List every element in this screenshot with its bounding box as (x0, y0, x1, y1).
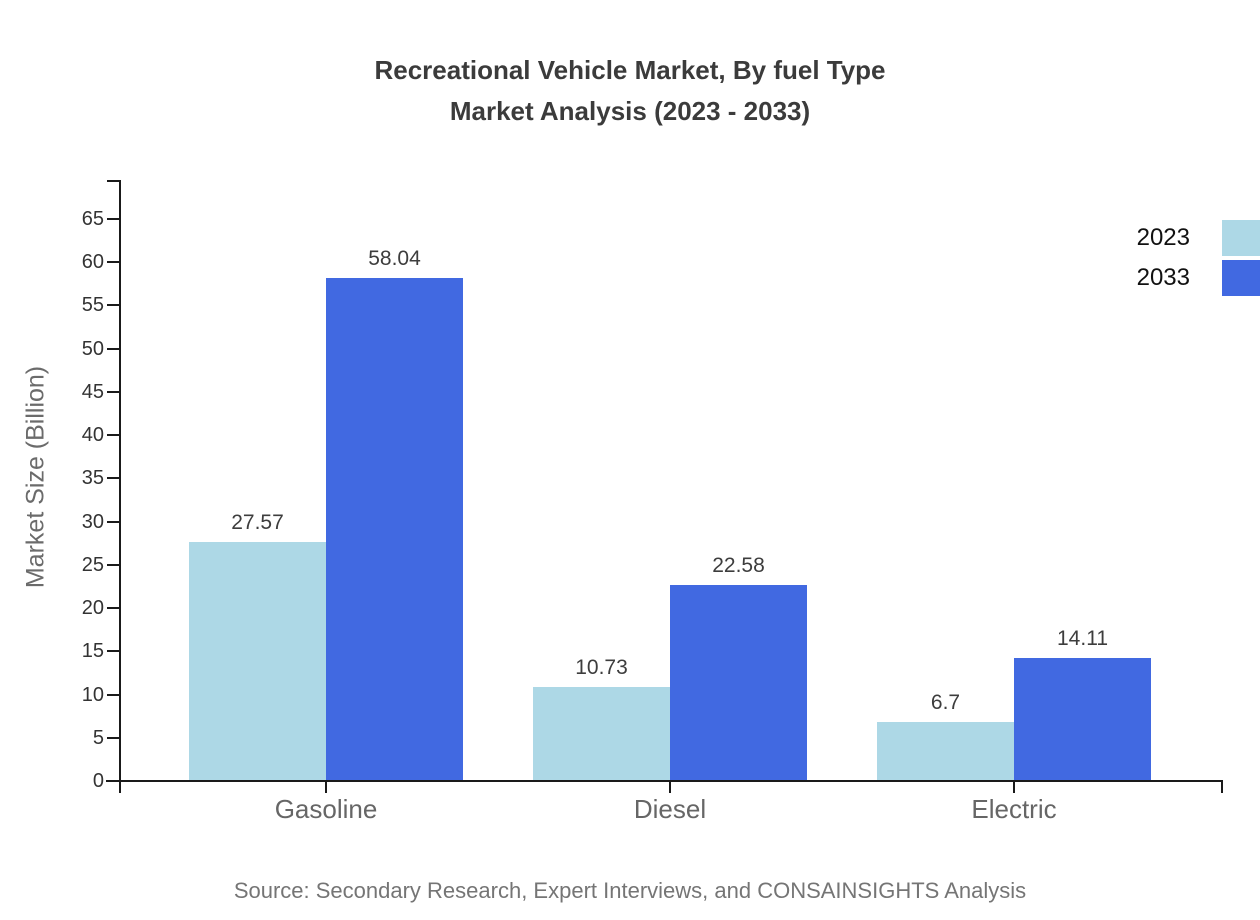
legend-label: 2023 (1136, 224, 1190, 251)
value-label: 58.04 (368, 247, 421, 270)
y-tick-mark (107, 607, 119, 609)
chart-title: Recreational Vehicle Market, By fuel Typ… (0, 50, 1260, 132)
y-tick-label: 55 (81, 294, 104, 316)
legend-item: 2033 (1137, 260, 1260, 296)
value-label: 6.7 (930, 691, 961, 714)
bar-2023-gasoline (189, 542, 326, 780)
y-tick-label: 0 (92, 770, 104, 792)
bar-2033-gasoline (326, 278, 463, 780)
source-caption: Source: Secondary Research, Expert Inter… (233, 878, 1027, 903)
y-tick-label: 40 (81, 424, 104, 446)
legend-swatch-icon (1222, 260, 1260, 296)
y-axis-line (119, 180, 121, 793)
y-tick-label: 10 (81, 684, 104, 706)
category-tick-mark (669, 782, 671, 793)
y-tick-mark (107, 737, 119, 739)
y-tick-mark (107, 650, 119, 652)
category-label-diesel: Diesel (633, 794, 707, 824)
y-tick-label: 45 (81, 381, 104, 403)
x-axis-end-tick (1221, 782, 1223, 793)
y-tick-mark (107, 348, 119, 350)
y-tick-label: 25 (81, 554, 104, 576)
y-tick-mark (107, 261, 119, 263)
y-tick-label: 20 (81, 597, 104, 619)
y-tick-label: 35 (81, 467, 104, 489)
x-axis-line (106, 780, 1223, 782)
y-axis-end-tick (107, 180, 119, 182)
value-label: 14.11 (1057, 627, 1108, 650)
value-label: 22.58 (712, 554, 765, 577)
value-label: 27.57 (231, 511, 284, 534)
value-label: 10.73 (575, 656, 628, 679)
legend-item: 2023 (1137, 220, 1260, 256)
y-tick-mark (107, 391, 119, 393)
bar-2033-diesel (670, 585, 807, 780)
category-label-electric: Electric (971, 794, 1057, 824)
category-tick-mark (1013, 782, 1015, 793)
legend-label: 2033 (1136, 264, 1190, 291)
y-tick-mark (107, 434, 119, 436)
y-tick-label: 50 (81, 338, 104, 360)
y-tick-label: 30 (81, 511, 104, 533)
y-tick-label: 5 (92, 727, 104, 749)
y-tick-mark (107, 780, 119, 782)
y-tick-label: 65 (81, 208, 104, 230)
y-tick-label: 60 (81, 251, 104, 273)
legend-swatch-icon (1222, 220, 1260, 256)
bar-2023-diesel (533, 687, 670, 780)
y-tick-mark (107, 218, 119, 220)
chart-title-line1: Recreational Vehicle Market, By fuel Typ… (374, 55, 886, 85)
y-tick-mark (107, 694, 119, 696)
y-tick-mark (107, 477, 119, 479)
bar-2023-electric (877, 722, 1014, 780)
category-label-gasoline: Gasoline (274, 794, 378, 824)
y-tick-label: 15 (81, 640, 104, 662)
chart-title-line2: Market Analysis (2023 - 2033) (449, 96, 811, 126)
category-tick-mark (325, 782, 327, 793)
y-tick-mark (107, 304, 119, 306)
bar-2033-electric (1014, 658, 1151, 780)
y-tick-mark (107, 521, 119, 523)
y-tick-mark (107, 564, 119, 566)
